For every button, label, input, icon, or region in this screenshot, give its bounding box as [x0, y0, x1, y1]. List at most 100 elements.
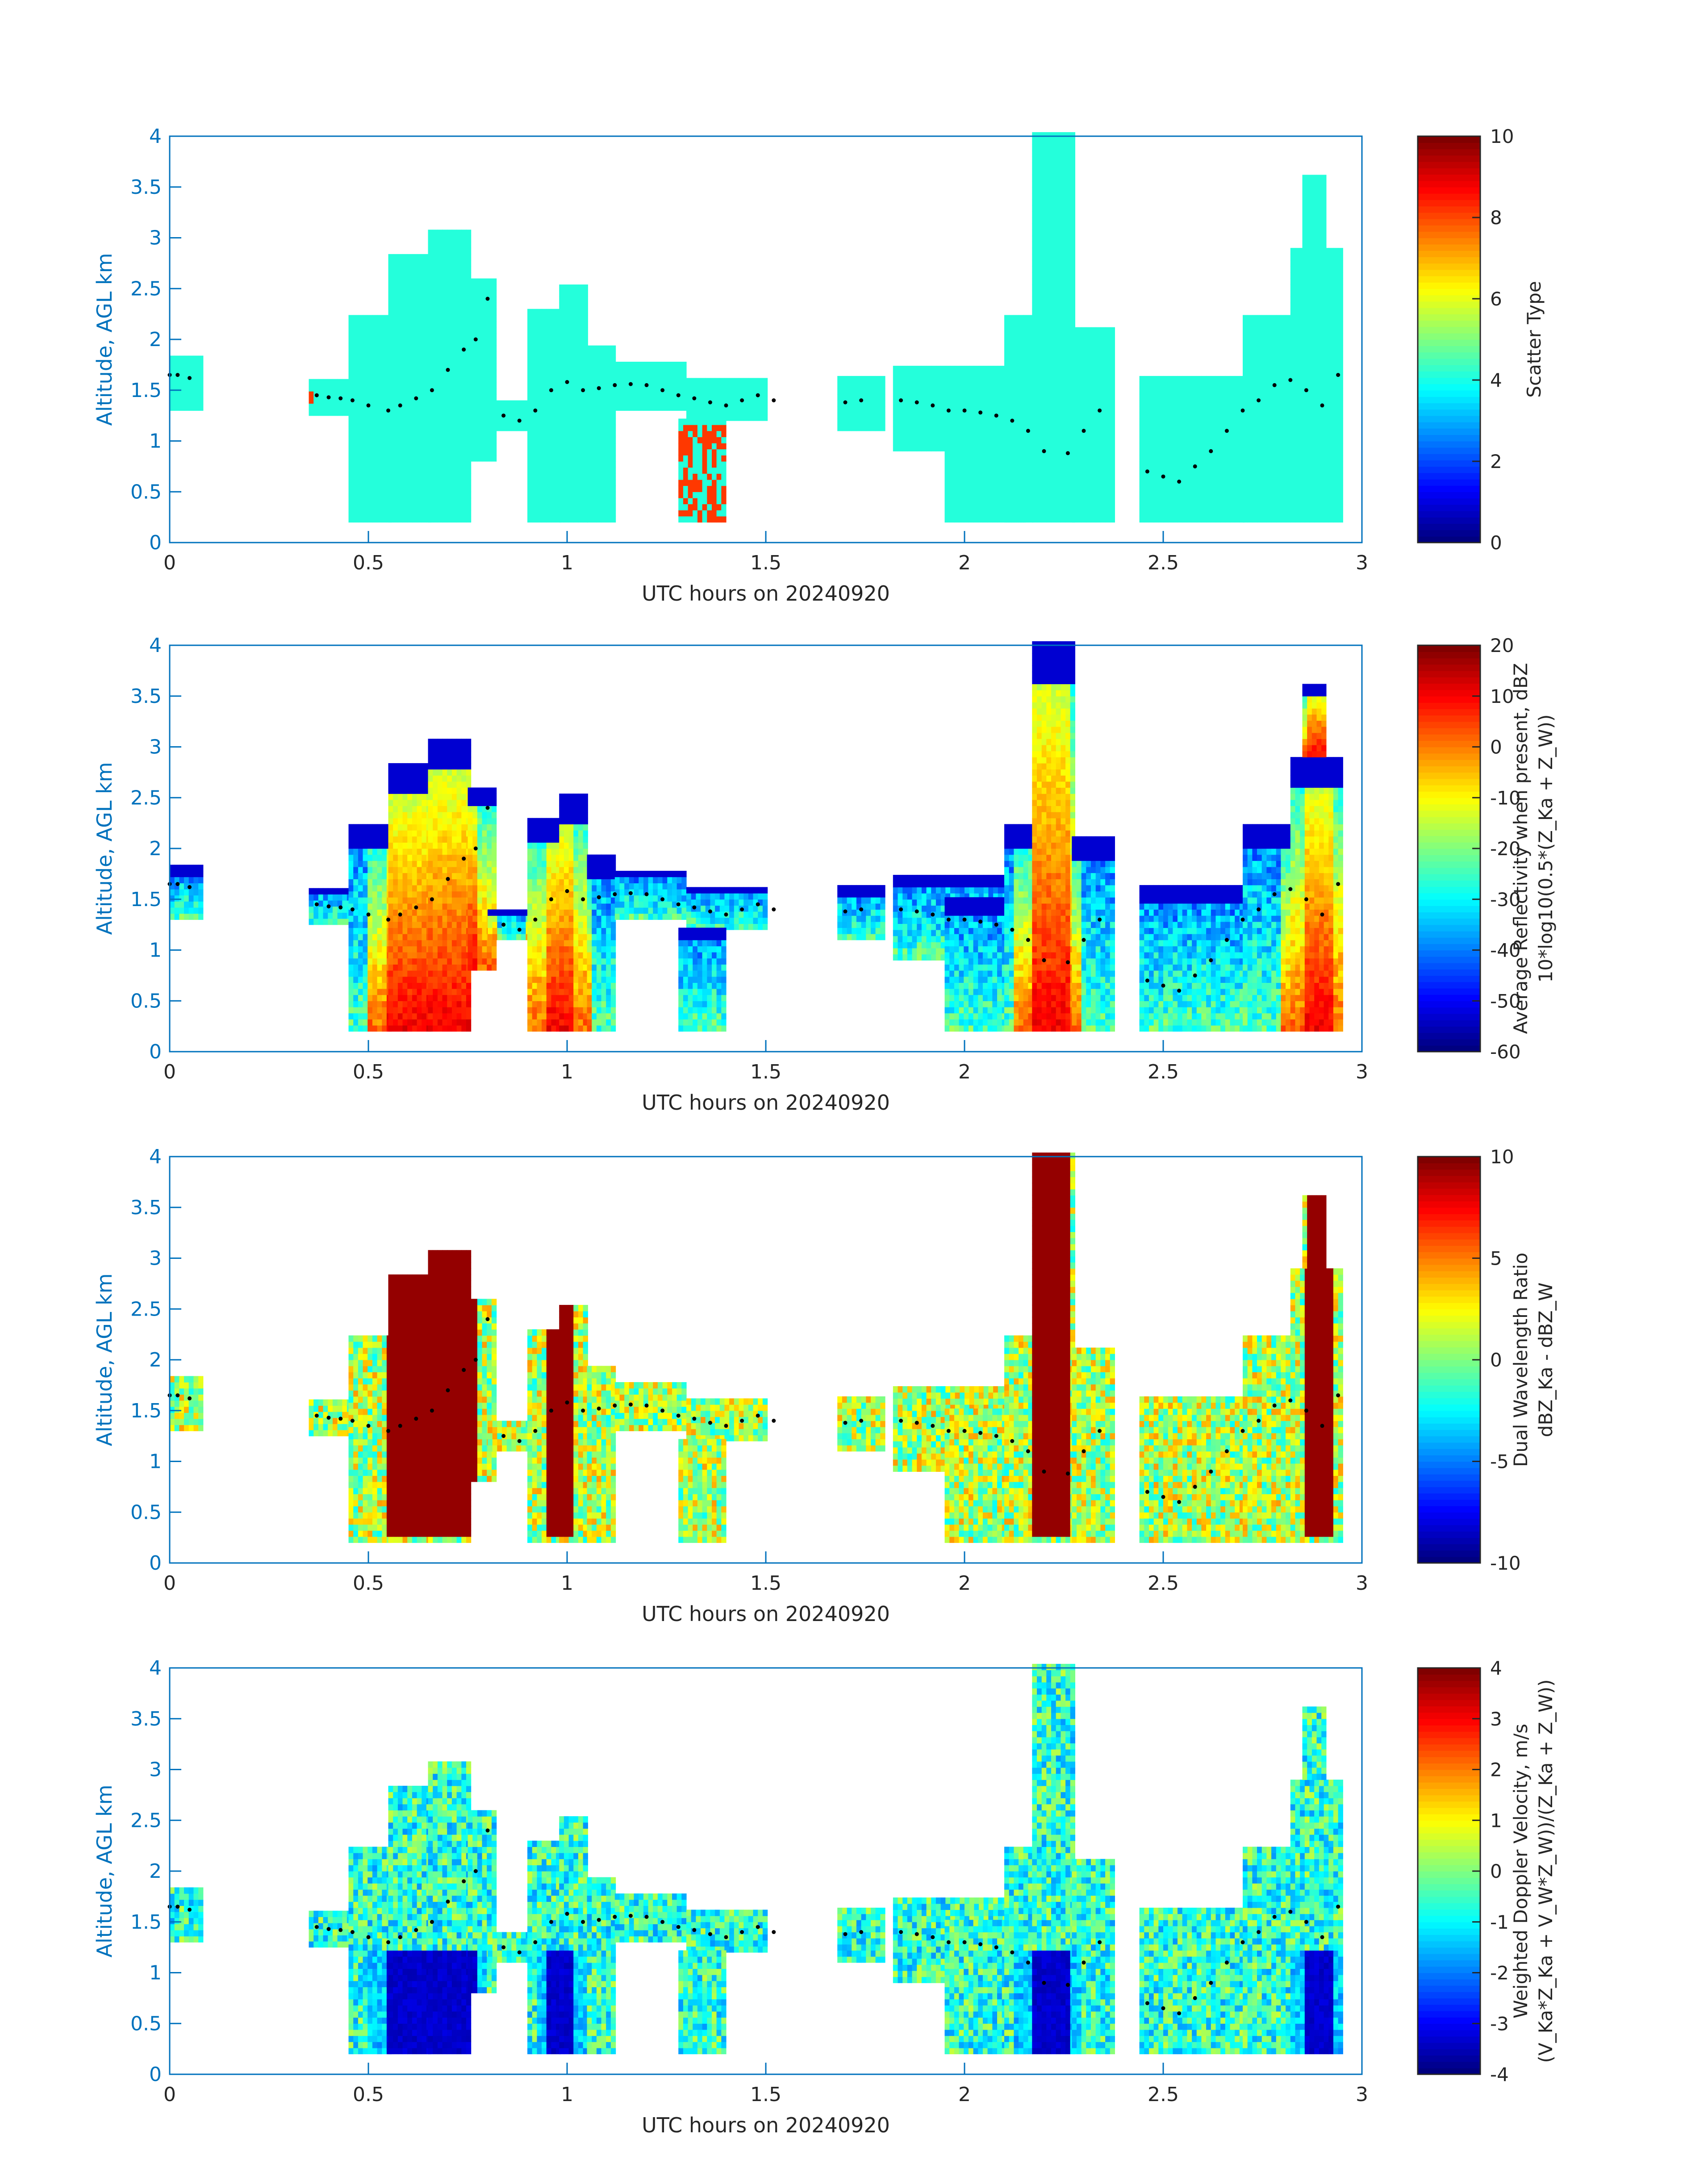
echo-cell — [578, 516, 583, 522]
echo-cell — [412, 510, 417, 516]
echo-cell — [1100, 413, 1105, 419]
echo-cell — [842, 394, 847, 401]
echo-cell — [551, 492, 556, 498]
echo-cell — [433, 449, 438, 455]
echo-cell — [964, 473, 969, 480]
echo-cell — [472, 297, 477, 303]
echo-cell — [856, 425, 861, 431]
echo-cell — [1149, 516, 1154, 522]
echo-cell — [547, 321, 551, 327]
echo-cell — [461, 510, 466, 516]
echo-cell — [422, 418, 426, 425]
echo-cell — [1070, 205, 1075, 212]
echo-cell — [912, 384, 917, 390]
echo-cell — [452, 346, 457, 352]
echo-cell — [363, 437, 368, 443]
echo-cell — [363, 364, 368, 370]
echo-cell — [461, 279, 466, 285]
echo-cell — [482, 401, 487, 407]
echo-cell — [569, 333, 574, 339]
echo-cell — [422, 339, 426, 346]
echo-cell — [407, 510, 412, 516]
echo-cell — [601, 492, 606, 498]
echo-cell — [487, 382, 492, 389]
echo-cell — [417, 376, 422, 382]
echo-cell — [527, 413, 532, 419]
echo-cell — [988, 480, 993, 486]
echo-cell — [1009, 461, 1014, 468]
echo-cell — [992, 388, 997, 394]
echo-cell — [388, 358, 393, 364]
echo-cell — [388, 303, 393, 309]
echo-cell — [487, 394, 492, 401]
echo-cell — [487, 333, 492, 339]
echo-cell — [349, 486, 354, 492]
echo-cell — [686, 390, 691, 397]
echo-cell — [482, 364, 487, 370]
echo-cell — [452, 315, 457, 321]
echo-cell — [468, 443, 473, 449]
echo-cell — [1042, 504, 1047, 510]
echo-cell — [1042, 211, 1047, 217]
echo-cell — [639, 386, 643, 393]
echo-cell — [198, 374, 203, 380]
echo-cell — [1168, 406, 1173, 413]
echo-cell — [1070, 169, 1075, 175]
echo-cell — [1149, 461, 1154, 468]
echo-cell — [443, 443, 447, 449]
echo-cell — [578, 498, 583, 504]
echo-cell — [1178, 468, 1182, 474]
echo-cell — [866, 425, 871, 431]
echo-cell — [412, 351, 417, 358]
echo-cell — [492, 291, 497, 297]
echo-cell — [898, 409, 903, 415]
echo-cell — [472, 406, 477, 413]
echo-cell — [447, 510, 452, 516]
echo-cell — [1182, 443, 1187, 449]
echo-cell — [1211, 413, 1216, 419]
echo-cell — [468, 437, 473, 443]
echo-cell — [992, 468, 997, 474]
echo-cell — [358, 364, 363, 370]
echo-cell — [1019, 468, 1023, 474]
echo-cell — [945, 425, 950, 431]
echo-cell — [393, 327, 398, 334]
echo-cell — [1037, 492, 1042, 498]
echo-cell — [537, 333, 542, 339]
echo-cell — [412, 364, 417, 370]
echo-cell — [1019, 510, 1023, 516]
echo-cell — [1086, 473, 1091, 480]
echo-cell — [502, 401, 507, 407]
echo-cell — [587, 370, 592, 376]
echo-cell — [407, 272, 412, 279]
echo-cell — [734, 384, 739, 390]
echo-cell — [1042, 132, 1047, 138]
echo-cell — [461, 437, 466, 443]
echo-cell — [753, 378, 758, 384]
echo-cell — [1070, 248, 1075, 254]
echo-cell — [592, 358, 597, 364]
echo-cell — [1082, 376, 1086, 382]
echo-cell — [1158, 486, 1163, 492]
echo-cell — [564, 486, 569, 492]
echo-cell — [393, 480, 398, 486]
echo-cell — [739, 414, 744, 421]
echo-cell — [717, 510, 722, 516]
echo-cell — [1065, 431, 1070, 437]
echo-cell — [1140, 437, 1144, 443]
echo-cell — [353, 333, 358, 339]
echo-cell — [433, 492, 438, 498]
echo-cell — [457, 406, 462, 413]
echo-cell — [1243, 449, 1248, 455]
echo-cell — [349, 406, 354, 413]
echo-cell — [907, 439, 912, 445]
echo-cell — [1014, 351, 1019, 358]
echo-cell — [1037, 351, 1042, 358]
echo-cell — [1144, 473, 1149, 480]
echo-cell — [447, 413, 452, 419]
echo-cell — [997, 516, 1002, 522]
echo-cell — [1023, 315, 1028, 321]
echo-cell — [398, 272, 403, 279]
echo-cell — [681, 392, 686, 398]
echo-cell — [702, 443, 707, 449]
